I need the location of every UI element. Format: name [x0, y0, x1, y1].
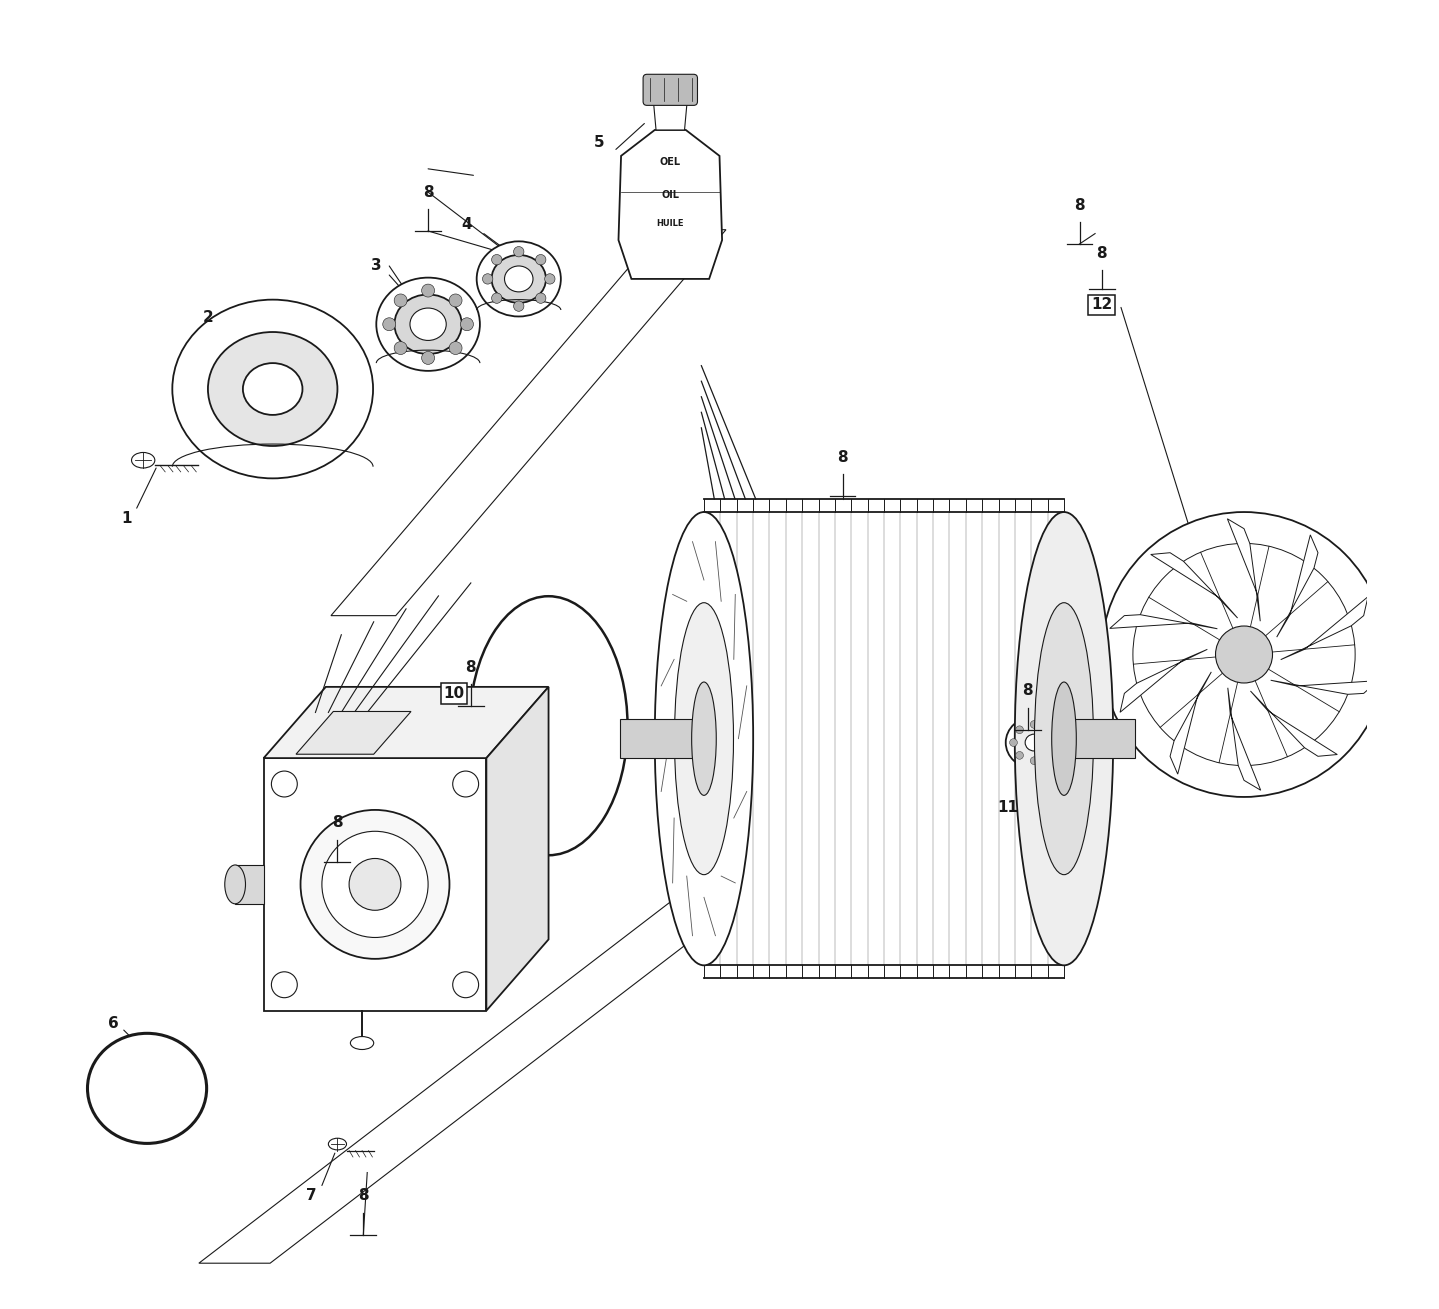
Text: 8: 8	[332, 816, 342, 830]
Polygon shape	[1063, 719, 1135, 758]
Ellipse shape	[328, 1139, 347, 1149]
Circle shape	[1102, 512, 1387, 797]
Ellipse shape	[1016, 725, 1052, 759]
Ellipse shape	[350, 1037, 374, 1050]
Circle shape	[449, 342, 462, 355]
Polygon shape	[1151, 552, 1238, 618]
Text: 3: 3	[371, 258, 381, 274]
Ellipse shape	[675, 602, 734, 874]
Ellipse shape	[131, 453, 155, 469]
Circle shape	[492, 293, 502, 304]
Text: 11: 11	[997, 800, 1019, 814]
Text: OIL: OIL	[662, 190, 679, 200]
Ellipse shape	[1035, 602, 1094, 874]
Text: 1: 1	[121, 511, 131, 526]
Polygon shape	[1271, 681, 1379, 694]
Ellipse shape	[692, 682, 717, 796]
Polygon shape	[1109, 615, 1217, 628]
Text: 8: 8	[1023, 683, 1033, 698]
Text: 6: 6	[108, 1016, 119, 1031]
Circle shape	[535, 293, 545, 304]
Ellipse shape	[224, 865, 246, 903]
Circle shape	[492, 254, 502, 264]
Polygon shape	[1170, 672, 1212, 774]
Circle shape	[1016, 726, 1023, 733]
Polygon shape	[653, 102, 686, 130]
Text: OEL: OEL	[659, 157, 681, 168]
Polygon shape	[1120, 649, 1207, 712]
Ellipse shape	[655, 512, 753, 965]
Circle shape	[449, 295, 462, 306]
Text: 8: 8	[1075, 198, 1085, 212]
Polygon shape	[620, 719, 704, 758]
Circle shape	[1050, 738, 1059, 746]
Text: 8: 8	[358, 1189, 368, 1203]
Polygon shape	[263, 687, 548, 758]
Polygon shape	[235, 865, 263, 903]
Circle shape	[1045, 751, 1053, 759]
Text: 7: 7	[307, 1189, 317, 1203]
Ellipse shape	[243, 363, 302, 415]
Ellipse shape	[173, 300, 373, 478]
Ellipse shape	[1052, 682, 1076, 796]
FancyBboxPatch shape	[643, 75, 698, 105]
Text: HUILE: HUILE	[656, 219, 684, 228]
Polygon shape	[619, 130, 722, 279]
Polygon shape	[1281, 597, 1368, 660]
Ellipse shape	[410, 308, 446, 340]
Polygon shape	[263, 758, 486, 1011]
Circle shape	[1016, 751, 1023, 759]
Text: 2: 2	[203, 310, 213, 325]
Circle shape	[482, 274, 492, 284]
Ellipse shape	[394, 295, 462, 353]
Circle shape	[422, 351, 435, 364]
Circle shape	[272, 771, 298, 797]
Circle shape	[1045, 726, 1053, 733]
Ellipse shape	[88, 1033, 207, 1143]
Polygon shape	[1227, 687, 1261, 791]
Circle shape	[422, 284, 435, 297]
Circle shape	[514, 246, 524, 257]
Polygon shape	[296, 712, 412, 754]
Polygon shape	[1250, 691, 1337, 757]
Text: 8: 8	[466, 660, 476, 675]
Circle shape	[460, 318, 473, 331]
Ellipse shape	[469, 596, 627, 855]
Circle shape	[1030, 757, 1038, 764]
Ellipse shape	[350, 859, 401, 910]
Text: 10: 10	[443, 686, 465, 700]
Ellipse shape	[1014, 512, 1114, 965]
Polygon shape	[1276, 535, 1318, 637]
Polygon shape	[486, 687, 548, 1011]
Circle shape	[453, 771, 479, 797]
Ellipse shape	[376, 278, 479, 370]
Circle shape	[1216, 626, 1272, 683]
Circle shape	[394, 342, 407, 355]
Circle shape	[272, 971, 298, 997]
Text: 8: 8	[423, 185, 433, 200]
Text: 5: 5	[594, 135, 604, 151]
Circle shape	[453, 971, 479, 997]
Ellipse shape	[207, 332, 337, 446]
Circle shape	[544, 274, 555, 284]
Text: 8: 8	[1097, 246, 1107, 260]
Ellipse shape	[505, 266, 532, 292]
Text: 8: 8	[837, 450, 848, 465]
Ellipse shape	[322, 831, 427, 937]
Circle shape	[394, 295, 407, 306]
Circle shape	[535, 254, 545, 264]
Ellipse shape	[1006, 716, 1063, 768]
Text: 12: 12	[1091, 297, 1112, 313]
Ellipse shape	[476, 241, 561, 317]
Ellipse shape	[301, 810, 449, 959]
Circle shape	[514, 301, 524, 312]
Text: 4: 4	[462, 217, 472, 232]
Circle shape	[1030, 720, 1038, 728]
Ellipse shape	[1025, 734, 1043, 751]
Circle shape	[1010, 738, 1017, 746]
Ellipse shape	[492, 255, 545, 302]
Polygon shape	[704, 512, 1063, 965]
Polygon shape	[1227, 518, 1261, 622]
Circle shape	[383, 318, 396, 331]
